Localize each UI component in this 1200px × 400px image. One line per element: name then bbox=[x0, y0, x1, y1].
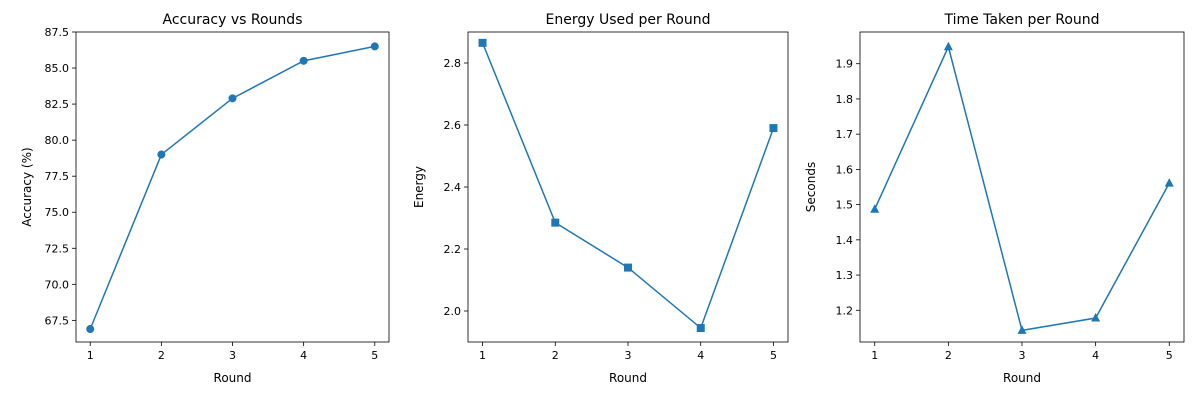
x-axis-label: Round bbox=[1003, 371, 1041, 385]
data-point bbox=[696, 324, 705, 333]
x-tick-label: 3 bbox=[1019, 349, 1026, 362]
x-tick-label: 1 bbox=[871, 349, 878, 362]
data-point bbox=[624, 263, 632, 272]
data-point bbox=[86, 325, 95, 334]
series-line bbox=[874, 44, 1170, 332]
x-tick-label: 1 bbox=[479, 349, 486, 362]
y-tick-label: 80.0 bbox=[45, 134, 70, 147]
chart-panel-1: Accuracy vs Rounds 1 2 3 4 5 67.5 70.0 72.5 75.0 7… bbox=[20, 12, 390, 385]
data-point bbox=[228, 94, 237, 103]
x-tick-label: 5 bbox=[770, 349, 777, 362]
series-line bbox=[481, 42, 775, 330]
y-tick-label: 1.9 bbox=[836, 58, 854, 71]
y-tick-label: 2.0 bbox=[444, 305, 462, 318]
y-axis-label: Energy bbox=[412, 166, 426, 208]
y-tick-label: 85.0 bbox=[45, 62, 70, 75]
y-tick-label: 1.3 bbox=[836, 269, 854, 282]
x-tick-label: 2 bbox=[552, 349, 559, 362]
y-tick-label: 67.5 bbox=[45, 314, 70, 327]
axes-frame bbox=[75, 31, 390, 343]
chart-panel-2: Energy Used per Round 1 2 3 4 5 2.0 2.2 2.4 2.6 2.… bbox=[412, 12, 789, 385]
data-point bbox=[1017, 325, 1027, 334]
y-tick-label: 1.4 bbox=[836, 234, 854, 247]
y-tick-label: 72.5 bbox=[45, 242, 70, 255]
data-point bbox=[370, 42, 379, 51]
x-axis-label: Round bbox=[609, 371, 647, 385]
x-axis-label: Round bbox=[214, 371, 252, 385]
chart-title: Accuracy vs Rounds bbox=[163, 12, 303, 28]
y-tick-label: 2.2 bbox=[444, 243, 462, 256]
x-tick-label: 5 bbox=[1166, 349, 1173, 362]
axes-frame bbox=[467, 31, 789, 343]
y-tick-label: 1.7 bbox=[836, 128, 854, 141]
x-tick-label: 4 bbox=[300, 349, 307, 362]
data-point bbox=[551, 218, 560, 227]
y-tick-label: 77.5 bbox=[45, 170, 70, 183]
y-tick-label: 70.0 bbox=[45, 278, 70, 291]
data-point bbox=[1091, 313, 1101, 322]
y-tick-label: 75.0 bbox=[45, 206, 70, 219]
data-point bbox=[1164, 178, 1174, 187]
data-point bbox=[870, 204, 880, 213]
data-point bbox=[478, 38, 487, 47]
y-tick-label: 2.6 bbox=[444, 119, 462, 132]
data-point bbox=[157, 150, 166, 159]
x-tick-label: 4 bbox=[697, 349, 704, 362]
y-tick-label: 1.6 bbox=[836, 163, 854, 176]
y-tick-label: 1.2 bbox=[836, 304, 854, 317]
series-line bbox=[89, 45, 375, 330]
x-tick-label: 2 bbox=[158, 349, 165, 362]
axes-frame bbox=[859, 31, 1185, 343]
data-point bbox=[769, 124, 778, 133]
x-tick-label: 5 bbox=[371, 349, 378, 362]
y-tick-label: 1.5 bbox=[836, 199, 854, 212]
chart-title: Time Taken per Round bbox=[943, 12, 1099, 28]
data-point bbox=[943, 41, 953, 51]
data-point bbox=[299, 56, 308, 65]
x-tick-label: 4 bbox=[1092, 349, 1099, 362]
x-tick-label: 2 bbox=[945, 349, 952, 362]
y-tick-label: 2.8 bbox=[444, 57, 462, 70]
y-tick-label: 87.5 bbox=[45, 26, 70, 39]
x-tick-label: 1 bbox=[87, 349, 94, 362]
x-tick-label: 3 bbox=[625, 349, 632, 362]
y-tick-label: 2.4 bbox=[444, 181, 462, 194]
chart-panel-3: Time Taken per Round 1 2 3 4 5 1.2 1.3 1.4 1.5 1.6… bbox=[804, 12, 1185, 385]
y-tick-label: 82.5 bbox=[45, 98, 70, 111]
y-tick-label: 1.8 bbox=[836, 93, 854, 106]
chart-title: Energy Used per Round bbox=[546, 12, 711, 28]
x-tick-label: 3 bbox=[229, 349, 236, 362]
y-axis-label: Seconds bbox=[804, 162, 818, 212]
y-axis-label: Accuracy (%) bbox=[20, 147, 34, 226]
